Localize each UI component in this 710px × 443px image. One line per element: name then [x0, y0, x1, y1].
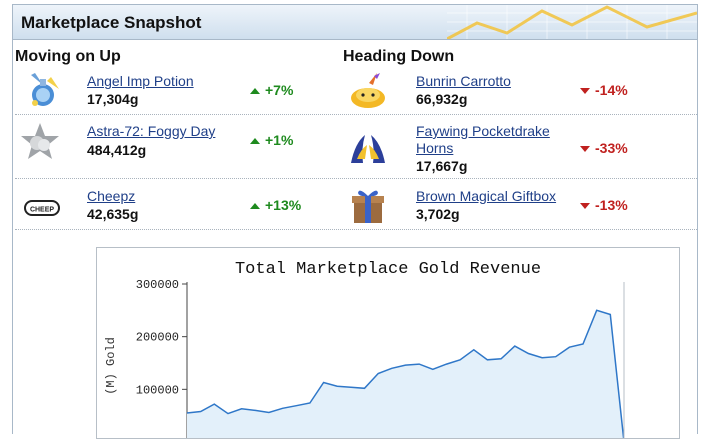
row-divider [15, 114, 697, 115]
chart-y-axis-label: (M) Gold [104, 337, 118, 395]
price-change-badge: -33% [580, 140, 628, 156]
item-price: 484,412g [87, 142, 147, 158]
row-divider [15, 178, 697, 179]
panel-title: Marketplace Snapshot [21, 13, 202, 32]
item-price: 17,667g [416, 158, 468, 174]
cheep-badge-icon: CHEEP [24, 200, 60, 216]
chart-series-line [186, 309, 625, 443]
item-link-faywing-pocketdrake-horns[interactable]: Faywing Pocketdrake Horns [416, 123, 550, 156]
svg-text:CHEEP: CHEEP [30, 207, 54, 214]
up-arrow-icon [250, 88, 260, 94]
giftbox-icon [352, 190, 384, 223]
item-link-cheepz[interactable]: Cheepz [87, 188, 136, 204]
down-arrow-icon [580, 203, 590, 209]
item-link-bunrin-carrotto[interactable]: Bunrin Carrotto [416, 73, 511, 89]
up-arrow-icon [250, 138, 260, 144]
item-link-angel-imp-potion[interactable]: Angel Imp Potion [87, 73, 194, 89]
chart-y-tick-label: 100000 [136, 383, 179, 397]
up-arrow-icon [250, 203, 260, 209]
faywing-horns-icon [351, 135, 385, 163]
header-graph-decoration-icon [447, 5, 697, 39]
price-change-badge: +7% [250, 82, 293, 98]
heading-down-heading: Heading Down [343, 48, 455, 65]
bunrin-carrotto-icon [351, 73, 385, 108]
chart-y-tick-label: 200000 [136, 331, 179, 345]
astra-star-icon [21, 123, 59, 159]
moving-up-heading: Moving on Up [15, 48, 121, 65]
chart-area-fill [187, 310, 624, 443]
down-arrow-icon [580, 88, 590, 94]
item-link-astra-72[interactable]: Astra-72: Foggy Day [87, 123, 216, 139]
gold-revenue-chart: Total Marketplace Gold Revenue (M) Gold … [96, 247, 680, 443]
gold-revenue-chart-svg: Total Marketplace Gold Revenue (M) Gold … [104, 260, 625, 443]
angel-imp-potion-icon [31, 73, 59, 106]
panel-header: Marketplace Snapshot [13, 5, 697, 40]
item-link-brown-magical-giftbox[interactable]: Brown Magical Giftbox [416, 188, 557, 204]
row-divider [15, 229, 697, 230]
item-price: 3,702g [416, 206, 460, 222]
down-arrow-icon [580, 146, 590, 152]
item-price: 42,635g [87, 206, 139, 222]
item-price: 66,932g [416, 91, 468, 107]
item-price: 17,304g [87, 91, 139, 107]
price-change-badge: -13% [580, 197, 628, 213]
chart-title: Total Marketplace Gold Revenue [235, 260, 541, 279]
price-change-badge: +13% [250, 197, 301, 213]
price-change-badge: -14% [580, 82, 628, 98]
price-change-badge: +1% [250, 132, 293, 148]
chart-y-tick-label: 300000 [136, 278, 179, 292]
